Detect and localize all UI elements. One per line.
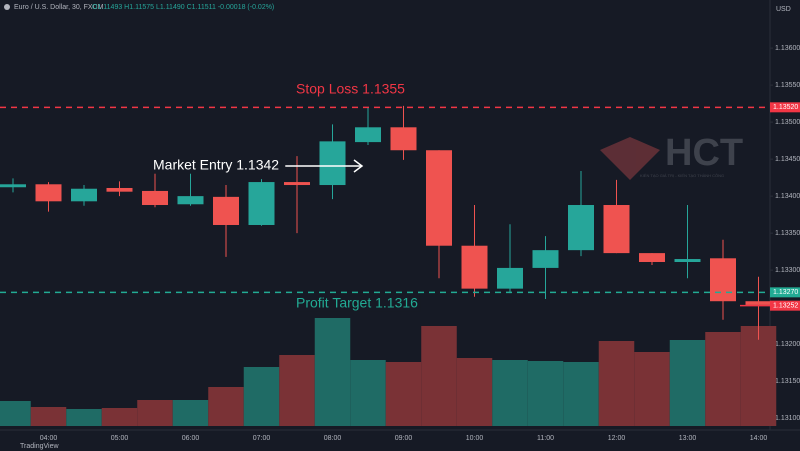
volume-bar (314, 318, 351, 426)
x-tick-label: 08:00 (324, 435, 342, 442)
watermark: HCT KIẾN TẠO GIÁ TRỊ - KIẾN TẠO THÀNH CÔ… (600, 132, 743, 180)
candle-body (532, 250, 559, 268)
candle-body (142, 190, 168, 206)
price-tag-label: 1.13520 (773, 104, 798, 111)
candle-body (745, 301, 772, 305)
volume-bar (563, 362, 599, 426)
x-tick-label: 11:00 (537, 435, 554, 442)
price-tag (770, 287, 800, 298)
volume-bar (456, 358, 493, 426)
y-tick-label: 1.13100 (775, 415, 800, 422)
watermark-subtext: KIẾN TẠO GIÁ TRỊ - KIẾN TẠO THÀNH CÔNG (640, 173, 724, 178)
y-tick-label: 1.13300 (775, 267, 800, 274)
brand: TradingView (20, 443, 59, 450)
y-tick-label: 1.13200 (775, 341, 800, 348)
candle-body (497, 267, 523, 289)
candle-body (568, 205, 594, 251)
x-tick-label: 04:00 (40, 435, 58, 442)
watermark-text: HCT (665, 132, 743, 174)
candle-body (355, 127, 381, 143)
annotation: Market Entry 1.1342 (153, 157, 279, 173)
volume-bar (30, 407, 67, 426)
candle-body (426, 150, 452, 246)
candle-body (0, 184, 26, 188)
x-tick-label: 12:00 (608, 435, 626, 442)
volume-bar (385, 362, 422, 426)
volume-bar (208, 387, 244, 426)
annotation: Stop Loss 1.1355 (296, 81, 405, 97)
candle-body (639, 253, 665, 262)
y-tick-label: 1.13500 (775, 119, 800, 126)
candle-body (390, 127, 417, 151)
annotation: Profit Target 1.1316 (296, 295, 418, 311)
volume-bar (492, 360, 528, 426)
candle-body (710, 258, 736, 302)
x-tick-label: 13:00 (679, 435, 697, 442)
x-tick-label: 05:00 (111, 435, 129, 442)
price-tag (770, 300, 800, 311)
candle-body (603, 205, 630, 254)
volume-bar (243, 367, 280, 426)
x-tick-label: 14:00 (750, 435, 768, 442)
volume-bar (669, 340, 706, 426)
volume-bar (350, 360, 386, 426)
annotation-bg (294, 79, 408, 98)
price-tag-label: 1.13270 (773, 289, 798, 296)
symbol-icon (4, 4, 10, 10)
candle-body (106, 187, 133, 192)
arrow-head (353, 159, 364, 173)
candle-body (674, 259, 701, 262)
volume-bar (66, 409, 102, 426)
ohlc-header: O1.11493 H1.11575 L1.11490 C1.11511 -0.0… (92, 4, 274, 11)
price-tag (770, 102, 800, 113)
price-tag-label: 1.13252 (773, 303, 798, 310)
candle-body (35, 184, 62, 202)
volume-bar (705, 332, 741, 426)
currency-label: USD (776, 6, 791, 13)
candle-body (461, 245, 488, 289)
volume-bar (279, 355, 315, 426)
candle-body (319, 141, 346, 186)
volume-bar (0, 401, 31, 426)
volume-bar (634, 352, 670, 426)
y-tick-label: 1.13150 (775, 378, 800, 385)
volume-bar (598, 341, 635, 426)
candle-body (71, 188, 97, 202)
candle-body (284, 182, 310, 186)
annotation-bg (151, 155, 282, 174)
x-tick-label: 09:00 (395, 435, 413, 442)
volume-bar (137, 400, 173, 426)
y-tick-label: 1.13450 (775, 156, 800, 163)
chart-title: Euro / U.S. Dollar, 30, FXCM (14, 4, 104, 11)
candle-body (213, 196, 239, 225)
volume-bar (421, 326, 457, 426)
volume-bar (740, 326, 777, 426)
volume-bar (101, 408, 138, 426)
annotation-bg (294, 293, 421, 312)
y-tick-label: 1.13550 (775, 82, 800, 89)
y-tick-label: 1.13400 (775, 193, 800, 200)
candle-body (248, 182, 275, 225)
x-tick-label: 07:00 (253, 435, 271, 442)
y-tick-label: 1.13350 (775, 230, 800, 237)
y-tick-label: 1.13600 (775, 45, 800, 52)
watermark-logo (600, 137, 660, 180)
candle-body (177, 196, 204, 205)
volume-bar (527, 361, 564, 426)
volume-bar (172, 400, 209, 426)
x-tick-label: 10:00 (466, 435, 484, 442)
x-tick-label: 06:00 (182, 435, 200, 442)
